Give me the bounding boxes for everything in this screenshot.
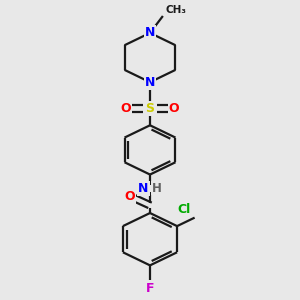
Text: N: N: [138, 182, 148, 195]
Text: H: H: [152, 182, 162, 195]
Text: N: N: [145, 26, 155, 39]
Text: N: N: [145, 76, 155, 89]
Text: O: O: [169, 102, 179, 115]
Text: S: S: [146, 102, 154, 115]
Text: O: O: [124, 190, 135, 202]
Text: O: O: [121, 102, 131, 115]
Text: Cl: Cl: [178, 203, 191, 216]
Text: F: F: [146, 282, 154, 295]
Text: CH₃: CH₃: [166, 5, 187, 15]
